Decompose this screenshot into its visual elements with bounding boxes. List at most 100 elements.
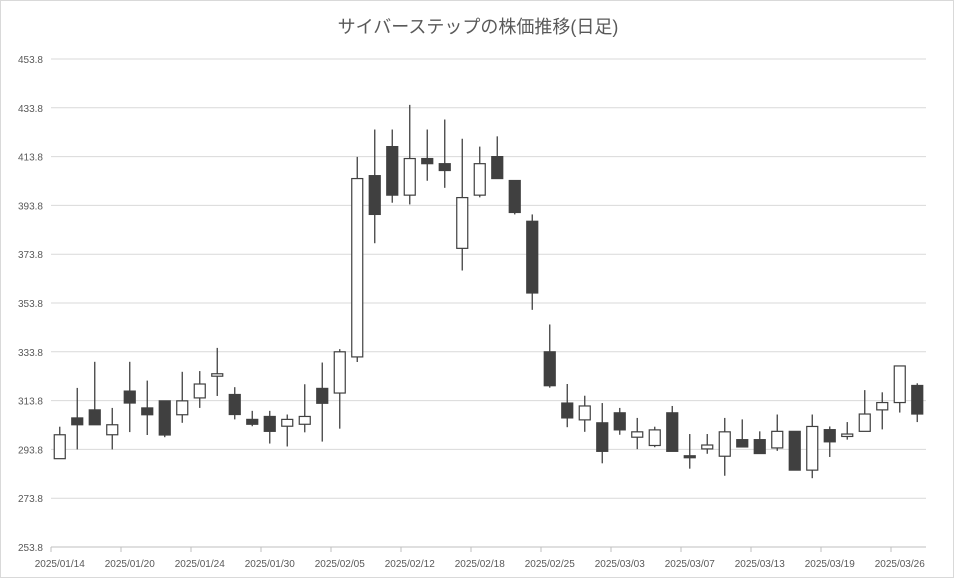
candle-body-up (893, 365, 906, 404)
x-tick-label: 2025/02/05 (315, 559, 365, 570)
x-tick-label: 2025/03/07 (665, 559, 715, 570)
candle (333, 349, 346, 429)
y-tick-label: 253.8 (18, 543, 43, 554)
y-tick-label: 453.8 (18, 55, 43, 66)
candle (123, 361, 136, 433)
candle (386, 129, 399, 203)
candle-body-down (368, 175, 381, 216)
candle (561, 384, 574, 428)
candle-body-up (718, 431, 731, 457)
candle (823, 426, 836, 457)
candle (788, 430, 801, 471)
candle (631, 417, 644, 450)
candle-body-down (491, 156, 504, 180)
x-tick-label: 2025/03/26 (875, 559, 925, 570)
candle-body-up (456, 196, 469, 249)
y-tick-label: 273.8 (18, 494, 43, 505)
candle (228, 387, 241, 420)
y-tick-label: 413.8 (18, 153, 43, 164)
candle-body-down (141, 407, 154, 416)
y-tick-label: 293.8 (18, 445, 43, 456)
candles (53, 104, 924, 479)
candle-body-up (298, 415, 311, 425)
candle-body-down (386, 145, 399, 196)
candle-body-down (543, 351, 556, 387)
candle (298, 384, 311, 433)
candle (753, 431, 766, 455)
candle (718, 417, 731, 476)
y-axis: 253.8 273.8 293.8 313.8 333.8 353.8 373.8 393.8… (18, 55, 43, 554)
candle (508, 179, 521, 215)
candle (473, 146, 486, 198)
x-tick-label: 2025/01/20 (105, 559, 155, 570)
candle-body-down (911, 384, 924, 415)
candle-body-down (71, 417, 84, 426)
candle-body-up (771, 430, 784, 449)
candle-body-up (648, 429, 661, 447)
candle (71, 387, 84, 450)
candle-body-down (263, 415, 276, 432)
candle (911, 383, 924, 423)
candle (666, 405, 679, 452)
x-tick-label: 2025/01/14 (35, 559, 85, 570)
candle (771, 414, 784, 451)
x-tick-label: 2025/01/30 (245, 559, 295, 570)
y-tick-label: 353.8 (18, 299, 43, 310)
candle (158, 400, 171, 438)
candle-body-down (246, 418, 259, 425)
candle-body-up (53, 434, 66, 460)
candle (806, 414, 819, 479)
candle (596, 403, 609, 464)
y-tick-label: 333.8 (18, 348, 43, 359)
candle-body-down (561, 402, 574, 419)
candle-body-down (123, 390, 136, 404)
x-axis: 2025/01/14 2025/01/20 2025/01/24 2025/01/30… (35, 546, 926, 570)
candle (701, 434, 714, 454)
candle (211, 347, 224, 396)
candle (193, 371, 206, 408)
candle (88, 361, 101, 426)
candle-body-down (788, 430, 801, 471)
candle-body-up (176, 400, 189, 416)
candle-body-down (228, 393, 241, 416)
y-tick-label: 433.8 (18, 104, 43, 115)
candle (141, 380, 154, 436)
candle (491, 136, 504, 180)
candle (736, 419, 749, 448)
y-tick-label: 373.8 (18, 250, 43, 261)
candle-body-up (193, 383, 206, 399)
candle-body-down (683, 455, 696, 459)
candle-body-up (281, 418, 294, 427)
candle-body-down (666, 412, 679, 452)
candle (368, 129, 381, 244)
candle (176, 371, 189, 423)
candle-body-down (158, 400, 171, 436)
candle-body-up (578, 405, 591, 421)
candle (246, 410, 259, 427)
gridlines (51, 58, 926, 548)
candle (578, 395, 591, 432)
candle-body-down (526, 220, 539, 294)
chart-title: サイバーステップの株価推移(日足) (338, 17, 619, 37)
candle-body-down (613, 412, 626, 431)
candle (351, 156, 364, 363)
candle (841, 422, 854, 440)
candle (456, 138, 469, 271)
candle (53, 426, 66, 460)
candle-body-down (596, 422, 609, 452)
candle (876, 392, 889, 430)
candle-body-down (823, 429, 836, 443)
candle-body-down (508, 179, 521, 214)
x-tick-label: 2025/03/19 (805, 559, 855, 570)
candle (683, 434, 696, 469)
candle-body-up (333, 351, 346, 394)
candle-body-up (403, 157, 416, 196)
candle-body-down (753, 439, 766, 455)
candle (421, 129, 434, 181)
x-tick-label: 2025/02/18 (455, 559, 505, 570)
candle (263, 410, 276, 444)
x-tick-label: 2025/02/12 (385, 559, 435, 570)
candle (403, 104, 416, 205)
candle (316, 362, 329, 442)
